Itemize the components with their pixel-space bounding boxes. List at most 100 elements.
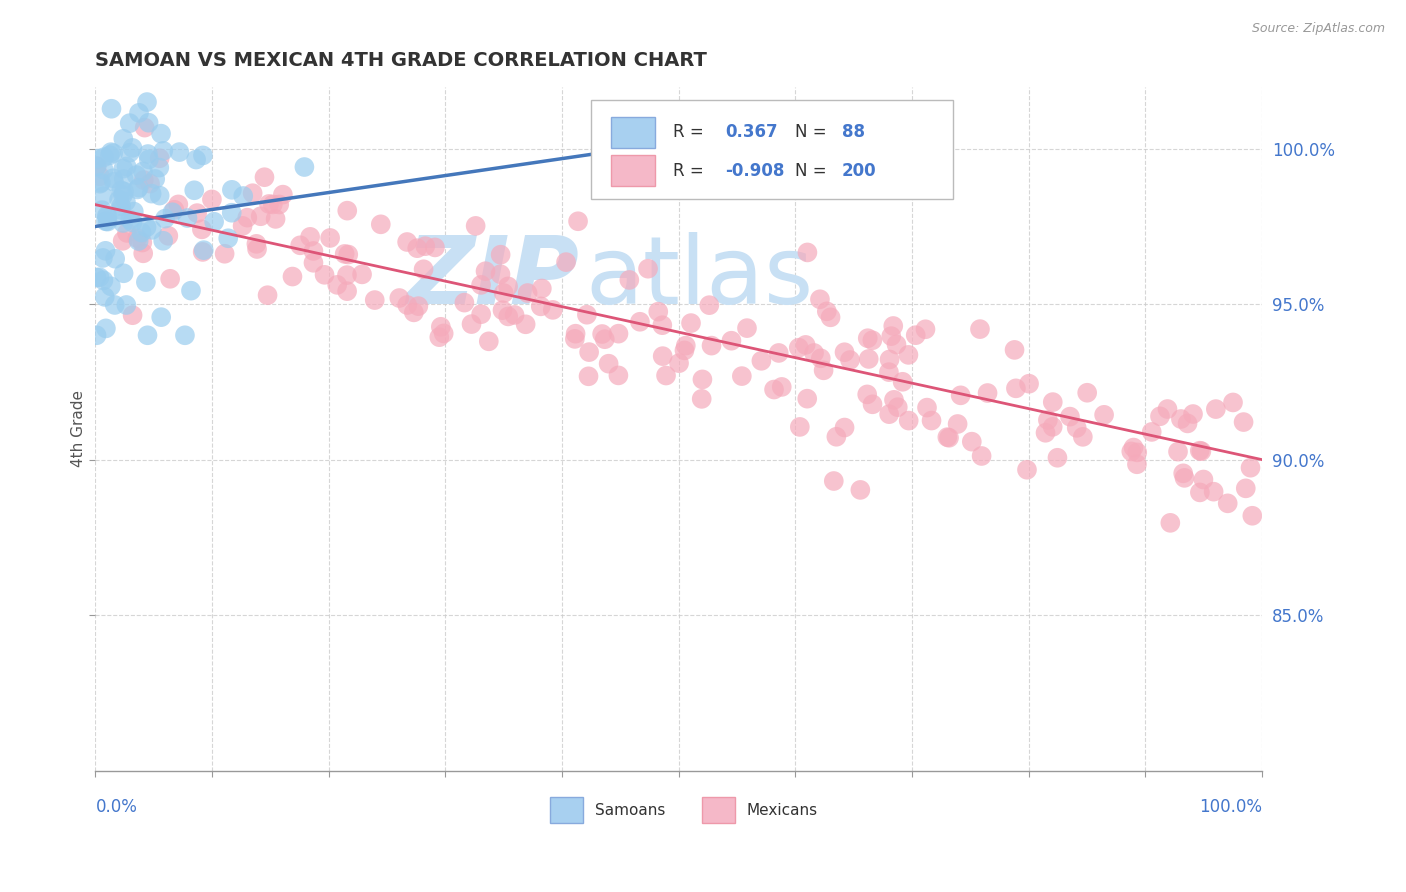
Point xyxy=(149,188,172,202)
Point xyxy=(700,338,723,352)
Point xyxy=(132,173,155,187)
Point xyxy=(152,234,174,248)
Point xyxy=(294,160,316,174)
Point xyxy=(100,279,122,293)
Point xyxy=(131,226,153,240)
Point xyxy=(491,303,513,318)
Point xyxy=(111,188,134,202)
Point xyxy=(770,380,793,394)
Point xyxy=(1036,413,1059,427)
Point xyxy=(862,397,884,411)
Text: 0.0%: 0.0% xyxy=(96,798,138,816)
Point xyxy=(470,307,492,321)
Point xyxy=(1216,496,1239,510)
Point xyxy=(96,209,118,223)
Point xyxy=(406,241,429,255)
Point xyxy=(427,330,450,344)
Point xyxy=(1173,471,1195,485)
Point xyxy=(91,189,114,203)
Point xyxy=(104,298,127,312)
Point xyxy=(121,308,143,322)
Point xyxy=(191,222,214,236)
Point xyxy=(808,293,831,307)
Point xyxy=(111,234,134,248)
Point xyxy=(89,270,111,285)
Point xyxy=(675,338,697,352)
Point xyxy=(619,273,641,287)
Point xyxy=(823,474,845,488)
Point xyxy=(101,171,124,186)
Point xyxy=(94,290,117,304)
Point xyxy=(1076,385,1098,400)
Point xyxy=(1188,485,1211,500)
Point xyxy=(794,338,817,352)
Point xyxy=(970,449,993,463)
Point xyxy=(112,216,135,230)
Point xyxy=(820,310,842,325)
Point xyxy=(1042,420,1064,434)
Point xyxy=(1004,343,1026,357)
Point xyxy=(86,152,108,166)
Point xyxy=(430,319,453,334)
Point xyxy=(103,175,125,189)
Point xyxy=(813,363,835,377)
Point xyxy=(193,243,215,257)
Point xyxy=(110,202,132,217)
Point xyxy=(1035,425,1057,440)
Point xyxy=(135,275,157,289)
Point xyxy=(591,326,613,341)
Point xyxy=(370,217,392,231)
Point xyxy=(628,315,651,329)
FancyBboxPatch shape xyxy=(550,797,583,823)
Point xyxy=(1205,402,1227,417)
Point xyxy=(89,169,111,184)
Text: Samoans: Samoans xyxy=(595,803,665,818)
Point xyxy=(789,420,811,434)
Point xyxy=(1167,444,1189,458)
Point xyxy=(191,244,214,259)
Point xyxy=(496,310,519,324)
Point xyxy=(949,388,972,402)
Point xyxy=(960,434,983,449)
Point xyxy=(1018,376,1040,391)
Point xyxy=(887,400,910,414)
Point xyxy=(1066,421,1088,435)
Point xyxy=(319,231,342,245)
Point xyxy=(1126,445,1149,459)
Point xyxy=(637,261,659,276)
Point xyxy=(860,333,883,347)
Point xyxy=(262,197,284,211)
Point xyxy=(115,226,138,240)
Point xyxy=(127,182,149,196)
Point xyxy=(936,430,959,444)
Point xyxy=(877,407,900,421)
Point xyxy=(651,349,673,363)
Point xyxy=(135,220,157,235)
Point xyxy=(100,145,122,160)
Point xyxy=(249,209,271,223)
Point xyxy=(125,168,148,182)
Point xyxy=(834,345,856,359)
Text: 100.0%: 100.0% xyxy=(1199,798,1263,816)
Point xyxy=(969,322,991,336)
Point xyxy=(503,308,526,322)
Y-axis label: 4th Grade: 4th Grade xyxy=(72,390,86,467)
Point xyxy=(149,151,172,165)
Point xyxy=(221,183,243,197)
Point xyxy=(93,273,115,287)
Point xyxy=(768,346,790,360)
Point xyxy=(134,120,156,135)
Point xyxy=(236,211,259,225)
Point xyxy=(314,268,336,282)
Point xyxy=(496,279,519,293)
Point xyxy=(810,351,832,366)
Point xyxy=(402,305,425,319)
Point xyxy=(882,318,904,333)
Point xyxy=(132,246,155,260)
Point xyxy=(112,185,135,199)
Point xyxy=(186,206,208,220)
Point xyxy=(731,369,754,384)
Point xyxy=(364,293,387,307)
Text: R =: R = xyxy=(673,161,709,179)
Text: ZIP: ZIP xyxy=(406,232,579,324)
